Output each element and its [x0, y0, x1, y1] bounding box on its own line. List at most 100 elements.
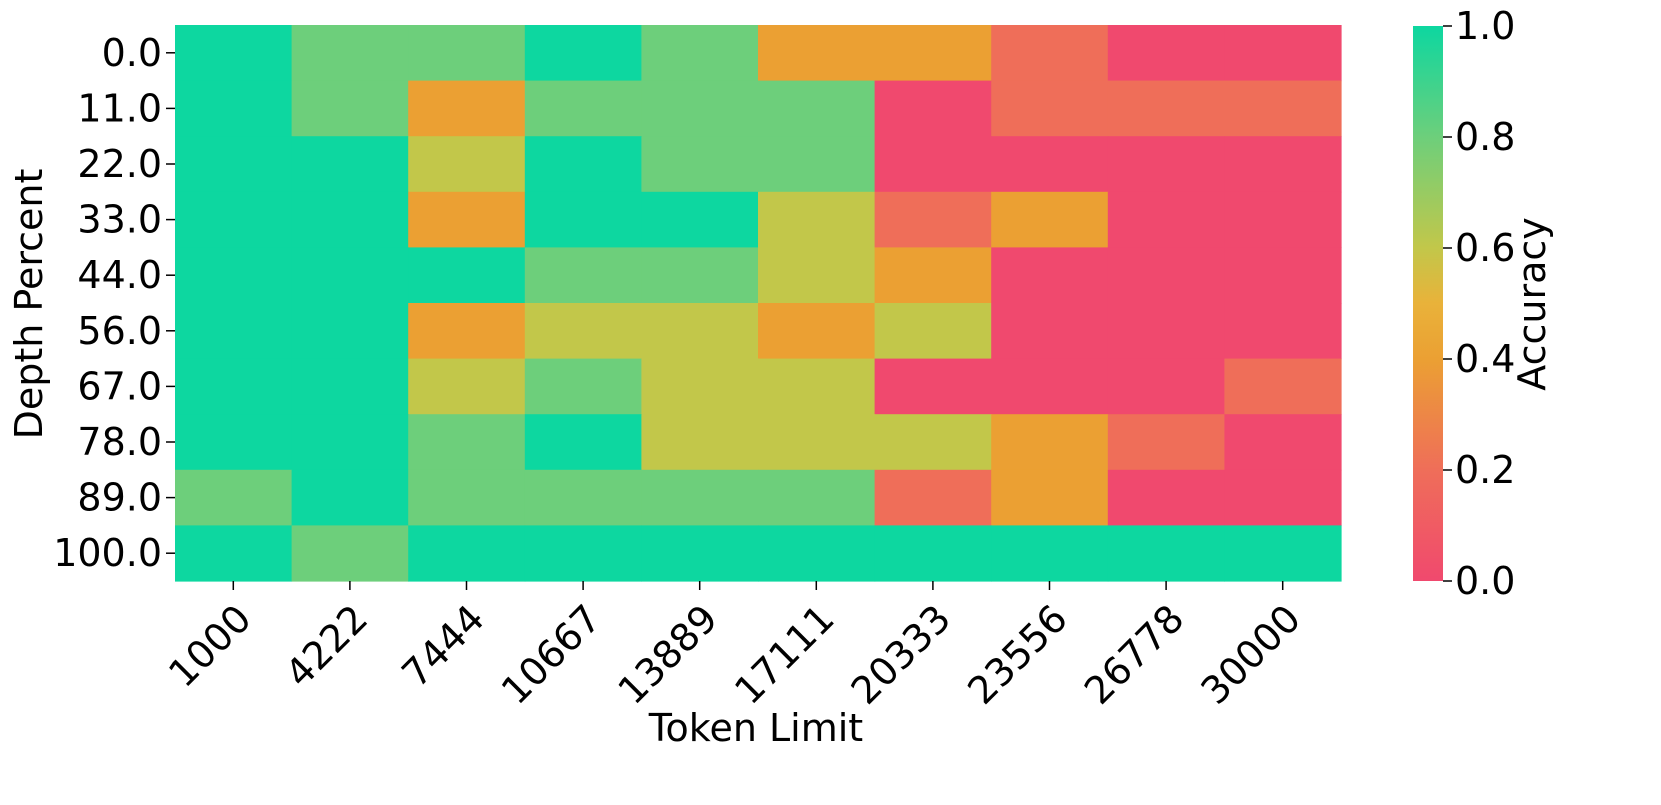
x-tick-label: 23556 [959, 596, 1076, 713]
heatmap-cell [758, 136, 876, 193]
heatmap-cell [175, 358, 293, 415]
heatmap-cell [874, 358, 992, 415]
heatmap-cell [175, 414, 293, 471]
colorbar-ticks: 0.0 0.2 0.4 0.6 0.8 1.0 [1443, 4, 1515, 603]
heatmap-cell [874, 414, 992, 471]
heatmap-cell [175, 247, 293, 304]
heatmap-cell [291, 303, 409, 360]
heatmap-cell [408, 136, 526, 193]
heatmap-cell [175, 303, 293, 360]
heatmap-cell [291, 80, 409, 137]
heatmap-cell [758, 247, 876, 304]
heatmap-cell [524, 247, 642, 304]
heatmap-cell [524, 414, 642, 471]
y-tick-label: 11.0 [77, 86, 162, 130]
colorbar-tick-label: 0.4 [1455, 337, 1515, 381]
heatmap-cell [1107, 358, 1225, 415]
y-tick-label: 44.0 [77, 253, 162, 297]
heatmap-cell [1107, 25, 1225, 82]
heatmap-cell [641, 247, 759, 304]
heatmap-cell [874, 80, 992, 137]
heatmap-cell [641, 525, 759, 582]
colorbar-tick-label: 0.0 [1455, 559, 1515, 603]
heatmap-cell [641, 358, 759, 415]
heatmap-cell [1107, 525, 1225, 582]
heatmap-cell [291, 247, 409, 304]
heatmap-cells [175, 25, 1342, 582]
heatmap-cell [991, 247, 1109, 304]
heatmap-cell [524, 136, 642, 193]
heatmap-cell [1224, 136, 1342, 193]
heatmap-cell [408, 191, 526, 248]
heatmap-cell [524, 303, 642, 360]
heatmap-cell [175, 25, 293, 82]
heatmap-cell [1107, 191, 1225, 248]
heatmap-cell [1224, 469, 1342, 526]
colorbar-tick-label: 0.2 [1455, 448, 1515, 492]
heatmap-cell [291, 469, 409, 526]
heatmap-cell [874, 25, 992, 82]
heatmap-cell [641, 80, 759, 137]
heatmap-cell [641, 25, 759, 82]
x-tick-label: 13889 [609, 596, 726, 713]
heatmap-cell [874, 191, 992, 248]
heatmap-cell [991, 191, 1109, 248]
heatmap-cell [175, 191, 293, 248]
y-tick-label: 100.0 [53, 531, 162, 575]
heatmap-cell [1107, 247, 1225, 304]
heatmap-cell [758, 303, 876, 360]
heatmap-cell [991, 358, 1109, 415]
heatmap-cell [291, 191, 409, 248]
heatmap-cell [1224, 358, 1342, 415]
heatmap-cell [991, 469, 1109, 526]
heatmap-cell [1107, 414, 1225, 471]
heatmap-cell [991, 25, 1109, 82]
heatmap-cell [408, 358, 526, 415]
heatmap-cell [758, 25, 876, 82]
heatmap-cell [1224, 247, 1342, 304]
colorbar-tick-label: 0.8 [1455, 115, 1515, 159]
heatmap-cell [408, 414, 526, 471]
heatmap-cell [1107, 136, 1225, 193]
heatmap-cell [1107, 303, 1225, 360]
heatmap-cell [408, 247, 526, 304]
heatmap-cell [524, 25, 642, 82]
y-tick-label: 33.0 [77, 198, 162, 242]
heatmap-cell [758, 191, 876, 248]
y-tick-label: 0.0 [102, 31, 162, 75]
y-tick-label: 56.0 [77, 309, 162, 353]
x-tick-label: 10667 [493, 596, 610, 713]
heatmap-cell [641, 469, 759, 526]
heatmap-cell [1224, 80, 1342, 137]
heatmap-cell [641, 414, 759, 471]
heatmap-cell [408, 80, 526, 137]
heatmap-cell [874, 247, 992, 304]
heatmap-cell [991, 303, 1109, 360]
heatmap-cell [874, 303, 992, 360]
heatmap-cell [641, 191, 759, 248]
colorbar-tick-label: 0.6 [1455, 226, 1515, 270]
x-tick-label: 1000 [160, 596, 260, 696]
x-tick-label: 7444 [393, 596, 493, 696]
heatmap-cell [874, 525, 992, 582]
y-tick-label: 22.0 [77, 142, 162, 186]
heatmap-cell [291, 358, 409, 415]
heatmap-cell [291, 136, 409, 193]
colorbar-tick-label: 1.0 [1455, 4, 1515, 48]
heatmap-cell [291, 25, 409, 82]
heatmap-cell [1224, 303, 1342, 360]
x-tick-label: 17111 [726, 596, 843, 713]
y-tick-label: 67.0 [77, 364, 162, 408]
colorbar-label: Accuracy [1510, 217, 1554, 391]
heatmap-cell [991, 414, 1109, 471]
heatmap-cell [524, 525, 642, 582]
heatmap-cell [524, 358, 642, 415]
x-axis-label: Token Limit [648, 706, 863, 750]
x-tick-label: 30000 [1192, 596, 1309, 713]
y-tick-label: 89.0 [77, 476, 162, 520]
heatmap-cell [175, 469, 293, 526]
heatmap-cell [641, 303, 759, 360]
heatmap-cell [1224, 191, 1342, 248]
heatmap-cell [175, 80, 293, 137]
